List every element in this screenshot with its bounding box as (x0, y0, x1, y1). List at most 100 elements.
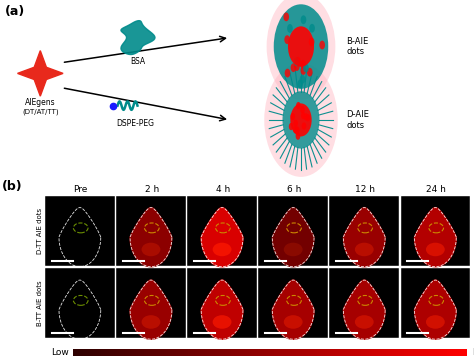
Bar (176, 349, 178, 356)
Ellipse shape (274, 4, 328, 89)
Bar (337, 349, 339, 356)
Bar (453, 349, 456, 356)
Ellipse shape (300, 60, 306, 69)
Bar (253, 349, 255, 356)
Ellipse shape (300, 106, 305, 113)
Bar (182, 349, 184, 356)
Bar (331, 349, 334, 356)
Ellipse shape (309, 24, 315, 33)
Bar (286, 349, 288, 356)
Bar (188, 349, 190, 356)
Bar (333, 349, 336, 356)
Bar (451, 349, 454, 356)
Bar (439, 349, 442, 356)
Text: B-TT AIE dots: B-TT AIE dots (36, 280, 43, 326)
Bar (445, 349, 447, 356)
Bar (207, 349, 210, 356)
Polygon shape (414, 208, 456, 267)
Bar (91, 349, 93, 356)
Ellipse shape (290, 103, 312, 136)
Bar (231, 349, 233, 356)
Ellipse shape (293, 120, 298, 127)
Bar (219, 349, 221, 356)
Bar (384, 349, 387, 356)
Ellipse shape (301, 112, 306, 119)
Bar (323, 349, 326, 356)
Bar (130, 349, 133, 356)
Text: 24 h: 24 h (426, 185, 446, 194)
Bar (294, 349, 296, 356)
Bar (457, 349, 459, 356)
Ellipse shape (309, 38, 314, 46)
Bar (223, 349, 226, 356)
Bar (396, 349, 399, 356)
Ellipse shape (142, 315, 160, 329)
Ellipse shape (296, 132, 301, 140)
Ellipse shape (355, 315, 374, 329)
Bar (438, 349, 440, 356)
Bar (343, 349, 346, 356)
Bar (137, 349, 139, 356)
Bar (193, 349, 196, 356)
Bar (282, 349, 284, 356)
Bar (109, 349, 111, 356)
Bar (148, 349, 151, 356)
Bar (376, 349, 379, 356)
Bar (416, 349, 418, 356)
Bar (365, 349, 367, 356)
Polygon shape (130, 208, 172, 267)
Bar (225, 349, 228, 356)
Ellipse shape (213, 243, 231, 256)
Bar (215, 349, 218, 356)
Ellipse shape (284, 315, 302, 329)
Ellipse shape (284, 243, 302, 256)
Bar (410, 349, 412, 356)
Bar (178, 349, 180, 356)
Bar (205, 349, 208, 356)
Bar (288, 349, 290, 356)
Bar (164, 349, 166, 356)
Bar (200, 349, 202, 356)
Ellipse shape (283, 13, 289, 21)
Bar (366, 349, 369, 356)
Bar (117, 349, 119, 356)
Bar (262, 349, 265, 356)
Bar (347, 349, 349, 356)
Bar (351, 349, 353, 356)
Bar (156, 349, 158, 356)
Bar (83, 349, 86, 356)
Bar (392, 349, 394, 356)
Bar (388, 349, 391, 356)
Polygon shape (18, 50, 63, 96)
Bar (345, 349, 347, 356)
Bar (308, 349, 310, 356)
Bar (213, 349, 216, 356)
Bar (97, 349, 100, 356)
Bar (89, 349, 91, 356)
Ellipse shape (301, 66, 306, 75)
Bar (125, 349, 127, 356)
Bar (373, 349, 375, 356)
Polygon shape (201, 208, 243, 267)
Text: DSPE-PEG: DSPE-PEG (116, 119, 154, 128)
Ellipse shape (294, 57, 300, 66)
Bar (123, 349, 125, 356)
Ellipse shape (307, 68, 313, 77)
Bar (380, 349, 383, 356)
Ellipse shape (284, 35, 290, 44)
Bar (93, 349, 96, 356)
Bar (162, 349, 164, 356)
Text: D-TT AIE dots: D-TT AIE dots (36, 207, 43, 253)
Text: 4 h: 4 h (216, 185, 230, 194)
Bar (140, 349, 143, 356)
Bar (394, 349, 397, 356)
Bar (73, 349, 76, 356)
Bar (398, 349, 401, 356)
Bar (174, 349, 176, 356)
Bar (353, 349, 355, 356)
Bar (190, 349, 192, 356)
Bar (227, 349, 229, 356)
Bar (349, 349, 351, 356)
Bar (77, 349, 80, 356)
Ellipse shape (289, 123, 293, 130)
